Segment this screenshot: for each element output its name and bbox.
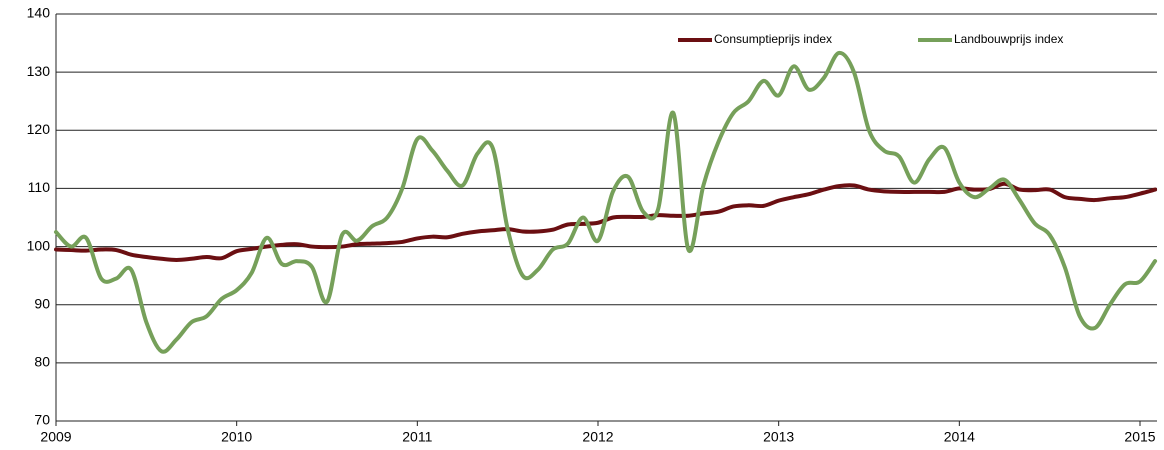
x-tick-label: 2013 — [763, 429, 794, 445]
y-tick-label: 130 — [27, 63, 51, 79]
y-tick-label: 100 — [27, 237, 51, 253]
y-tick-label: 140 — [27, 5, 51, 21]
y-tick-label: 70 — [34, 412, 50, 428]
x-tick-label: 2009 — [40, 429, 71, 445]
x-tick-label: 2015 — [1124, 429, 1155, 445]
y-tick-label: 90 — [34, 295, 50, 311]
y-tick-label: 120 — [27, 121, 51, 137]
legend: Consumptieprijs index Landbouwprijs index — [678, 32, 1063, 46]
legend-label: Consumptieprijs index — [714, 32, 832, 46]
y-tick-label: 80 — [34, 354, 50, 370]
x-tick-label: 2011 — [402, 429, 432, 445]
legend-label: Landbouwprijs index — [954, 32, 1063, 46]
x-tick-label: 2012 — [582, 429, 613, 445]
y-tick-label: 110 — [28, 179, 51, 195]
x-tick-label: 2014 — [944, 429, 975, 445]
x-tick-label: 2010 — [221, 429, 252, 445]
series-line — [54, 50, 1158, 354]
